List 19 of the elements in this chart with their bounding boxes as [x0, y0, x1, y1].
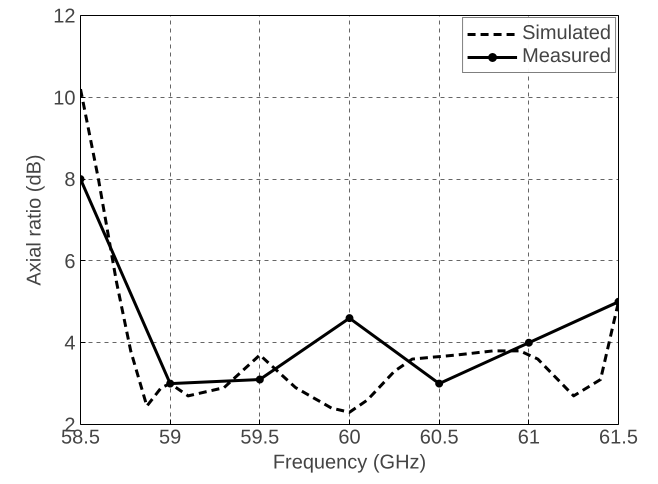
y-tick-label: 6	[64, 250, 76, 273]
x-tick-label: 60.5	[420, 426, 459, 448]
x-tick-label: 61	[518, 426, 540, 448]
y-tick-label: 12	[53, 6, 76, 28]
y-tick-label: 4	[64, 332, 76, 355]
x-axis-title: Frequency (GHz)	[272, 452, 426, 474]
x-tick-label: 60	[338, 426, 361, 448]
point	[346, 314, 354, 322]
legend-label: Measured	[522, 45, 611, 68]
point	[435, 380, 444, 388]
x-tick-label: 59	[159, 426, 182, 448]
y-tick-label: 10	[53, 87, 76, 110]
point	[256, 376, 264, 384]
x-tick-label: 61.5	[599, 426, 638, 448]
point	[524, 338, 533, 347]
legend-label: Simulated	[522, 22, 611, 45]
x-tick-label: 59.5	[240, 426, 280, 448]
y-tick-label: 8	[64, 169, 76, 192]
y-axis-title: Axial ratio (dB)	[23, 154, 46, 286]
